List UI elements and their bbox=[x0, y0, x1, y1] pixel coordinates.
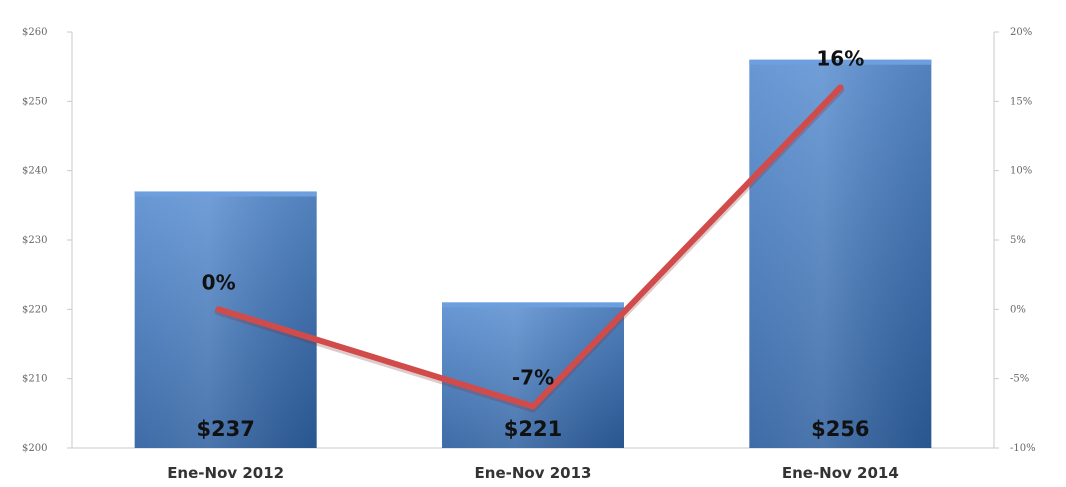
line-value-label: -7% bbox=[512, 365, 554, 389]
left-axis-tick-label: $200 bbox=[22, 443, 47, 454]
bar-shading bbox=[749, 59, 932, 448]
left-axis-tick-label: $260 bbox=[22, 27, 47, 38]
bar-shading bbox=[442, 302, 624, 448]
x-axis-category-label: Ene-Nov 2013 bbox=[475, 464, 592, 482]
bar-value-label: $256 bbox=[811, 417, 869, 441]
right-axis-tick-label: 15% bbox=[1010, 96, 1032, 107]
right-axis-tick-label: 10% bbox=[1010, 166, 1032, 177]
left-axis-tick-label: $230 bbox=[22, 235, 47, 246]
right-axis-tick-label: 5% bbox=[1010, 235, 1026, 246]
line-value-label: 16% bbox=[816, 46, 864, 70]
line-point bbox=[215, 306, 222, 313]
left-axis-tick-label: $240 bbox=[22, 166, 47, 177]
bar-top-highlight bbox=[134, 191, 317, 197]
right-axis-tick-label: -5% bbox=[1010, 374, 1029, 385]
bar-shading bbox=[134, 191, 317, 448]
left-axis-tick-label: $220 bbox=[22, 304, 47, 315]
x-axis-category-label: Ene-Nov 2012 bbox=[167, 464, 284, 482]
bar-value-label: $221 bbox=[504, 417, 562, 441]
right-axis-tick-label: 20% bbox=[1010, 27, 1032, 38]
line-layer bbox=[214, 84, 845, 413]
bar-top-highlight bbox=[442, 302, 624, 308]
x-axis-category-label: Ene-Nov 2014 bbox=[782, 464, 899, 482]
bars-layer bbox=[134, 59, 932, 448]
left-axis-tick-label: $210 bbox=[22, 374, 47, 385]
line-point bbox=[530, 403, 536, 410]
left-axis-tick-label: $250 bbox=[22, 96, 47, 107]
right-axis-tick-label: -10% bbox=[1010, 443, 1036, 454]
bar-top-highlight bbox=[749, 59, 932, 65]
right-axis-tick-label: 0% bbox=[1010, 304, 1026, 315]
labels-layer: $237 Ene-Nov 2012 $221 Ene-Nov 2013 $256 Ene-… bbox=[167, 46, 899, 482]
line-point bbox=[837, 84, 844, 91]
line-value-label: 0% bbox=[202, 270, 236, 294]
bar-value-label: $237 bbox=[196, 417, 254, 441]
